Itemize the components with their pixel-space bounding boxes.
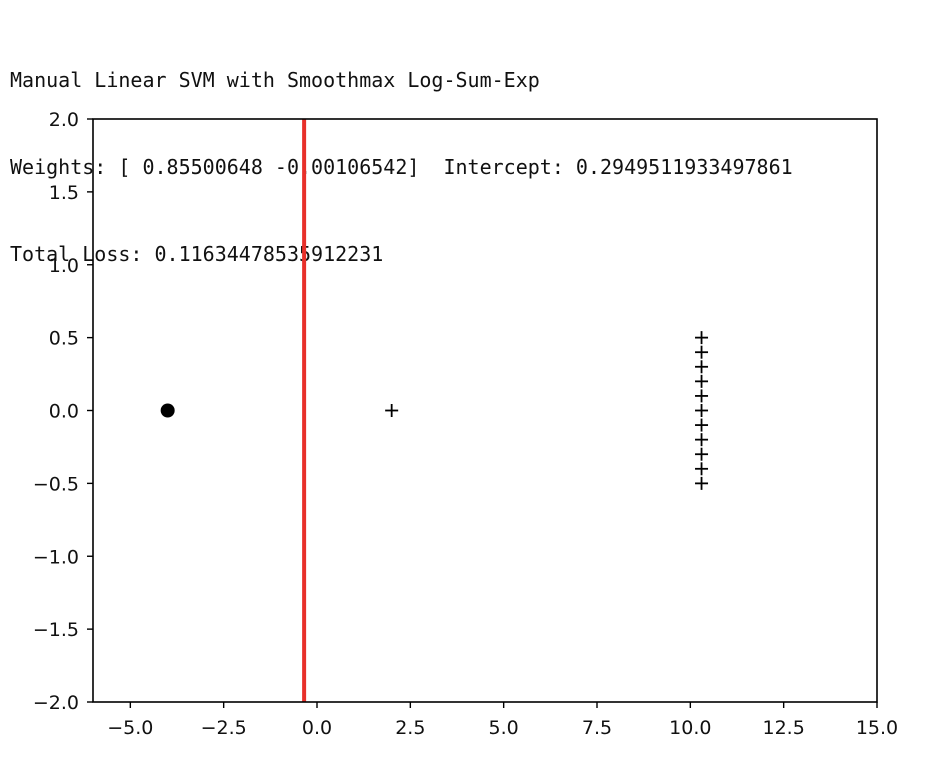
data-point-plus bbox=[695, 418, 709, 432]
plot-marks bbox=[160, 119, 709, 702]
data-point-plus bbox=[695, 345, 709, 359]
data-point-circle bbox=[160, 403, 175, 418]
y-tick-label: −1.5 bbox=[33, 619, 79, 641]
x-tick-label: −2.5 bbox=[201, 717, 247, 739]
x-tick-label: 10.0 bbox=[669, 717, 711, 739]
data-point-plus bbox=[695, 476, 709, 490]
data-point-plus bbox=[385, 404, 399, 417]
data-point-plus bbox=[695, 433, 709, 447]
y-tick-label: −2.0 bbox=[33, 692, 79, 714]
y-tick-label: 1.0 bbox=[49, 255, 79, 277]
chart-title: Manual Linear SVM with Smoothmax Log-Sum… bbox=[10, 68, 540, 92]
y-tick-label: −1.0 bbox=[33, 546, 79, 568]
x-tick-label: 12.5 bbox=[763, 717, 805, 739]
x-tick-label: 7.5 bbox=[582, 717, 612, 739]
x-tick-label: 5.0 bbox=[489, 717, 519, 739]
data-point-plus bbox=[695, 404, 709, 417]
plot-axes: −5.0 −2.5 0.0 2.5 5.0 7.5 10.0 12.5 15.0 −2.0 −1.5… bbox=[33, 109, 898, 739]
y-tick-label: 1.5 bbox=[49, 182, 79, 204]
y-tick-label: 0.0 bbox=[49, 401, 79, 423]
weights-intercept-text: Weights: [ 0.85500648 -0.00106542] Inter… bbox=[10, 155, 793, 179]
x-tick-label: −5.0 bbox=[107, 717, 153, 739]
data-point-plus bbox=[695, 389, 709, 403]
y-tick-label: 0.5 bbox=[49, 328, 79, 350]
plot-frame bbox=[92, 118, 878, 703]
y-tick-label: −0.5 bbox=[33, 473, 79, 495]
x-tick-label: 2.5 bbox=[395, 717, 425, 739]
data-point-plus bbox=[695, 360, 709, 374]
x-tick-label: 15.0 bbox=[856, 717, 898, 739]
y-tick-label: 2.0 bbox=[49, 109, 79, 131]
data-point-plus bbox=[695, 374, 709, 388]
x-tick-label: 0.0 bbox=[302, 717, 332, 739]
data-point-plus bbox=[695, 331, 709, 345]
data-point-plus bbox=[695, 447, 709, 461]
data-point-plus bbox=[695, 462, 709, 476]
